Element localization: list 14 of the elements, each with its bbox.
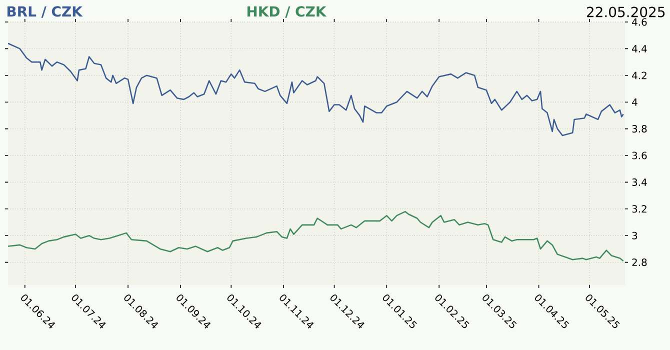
text: 22.05.2025 — [586, 6, 665, 18]
text: HKD / CZK — [247, 6, 327, 18]
y-tick-label: 3 — [632, 232, 638, 240]
y-tick-label: 3.4 — [632, 178, 647, 186]
y-tick-label: 3.2 — [632, 205, 646, 213]
y-tick-label: 3.6 — [632, 152, 647, 160]
y-tick-label: 2.8 — [632, 258, 647, 266]
series-label: BRL / CZK — [7, 6, 83, 18]
y-tick-label: 3.8 — [632, 125, 647, 133]
y-tick-label: 4.2 — [632, 72, 646, 80]
line-series — [8, 42, 624, 136]
y-tick-label: 4.6 — [632, 18, 647, 26]
y-tick-label: 4.4 — [632, 45, 647, 52]
y-tick-label: 4 — [632, 98, 638, 106]
